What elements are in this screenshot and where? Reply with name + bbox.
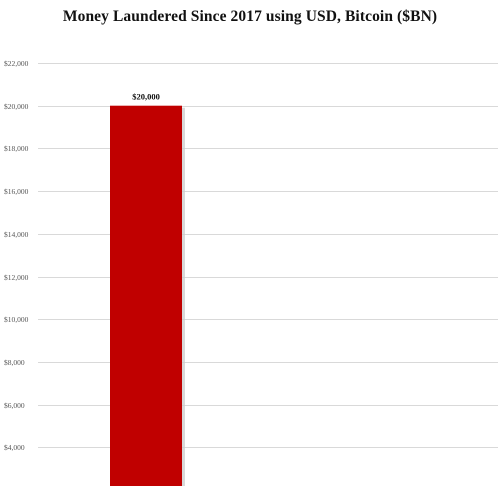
y-tick-label: $16,000 <box>4 187 29 196</box>
y-tick-label: $4,000 <box>4 443 25 452</box>
y-tick-label: $6,000 <box>4 401 25 410</box>
y-tick-label: $22,000 <box>4 59 29 68</box>
y-tick-label: $8,000 <box>4 358 25 367</box>
y-tick-label: $10,000 <box>4 315 29 324</box>
y-tick-label: $18,000 <box>4 144 29 153</box>
y-tick-label: $12,000 <box>4 273 29 282</box>
bar-shadow <box>182 107 185 486</box>
y-tick-label: $14,000 <box>4 230 29 239</box>
data-labels: $20,000 <box>132 92 160 102</box>
y-axis-ticks: $2,000$4,000$6,000$8,000$10,000$12,000$1… <box>4 59 29 452</box>
chart-title: Money Laundered Since 2017 using USD, Bi… <box>62 8 438 25</box>
gridlines <box>38 63 498 448</box>
bar-usd <box>110 105 182 486</box>
bars <box>110 105 185 486</box>
y-tick-label: $20,000 <box>4 102 29 111</box>
bar-data-label: $20,000 <box>132 92 160 102</box>
